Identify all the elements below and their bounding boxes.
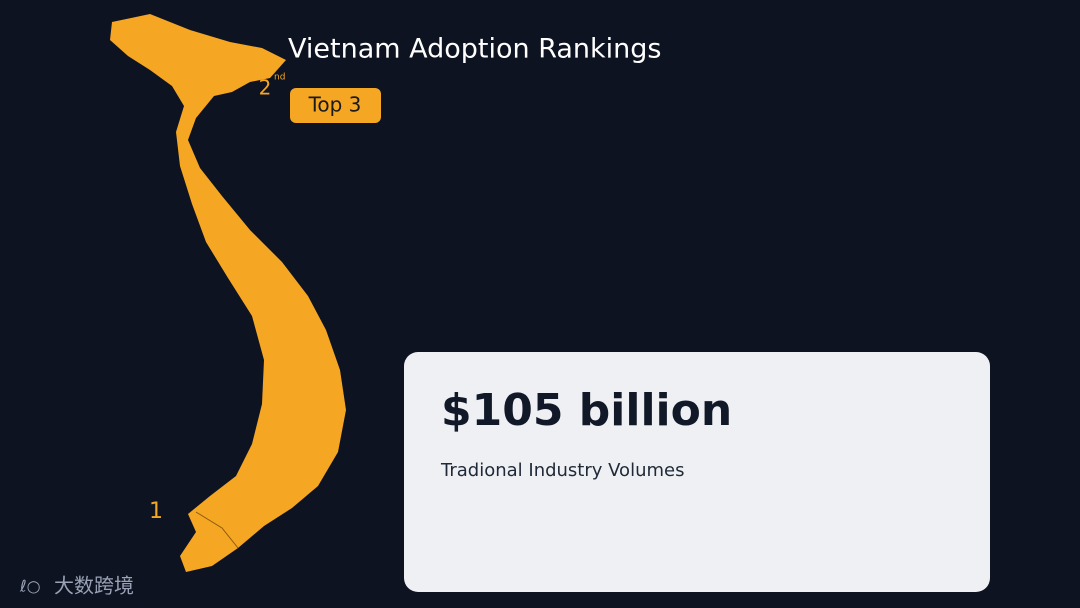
rank-suffix: nd	[274, 73, 285, 83]
card-headline: $105 billion	[441, 385, 732, 436]
rank-second: 2	[259, 76, 272, 100]
vietnam-map	[110, 14, 346, 572]
card-subtitle: Tradional Industry Volumes	[440, 460, 684, 481]
map-detail	[195, 511, 239, 549]
card	[404, 352, 990, 592]
watermark: 大数跨境	[54, 574, 134, 598]
title: Vietnam Adoption Rankings	[288, 34, 662, 65]
rank-first: 1	[149, 499, 163, 524]
badge-box	[290, 88, 381, 123]
watermark-logo: ℓ○	[19, 577, 41, 596]
badge: Top 3	[308, 93, 362, 117]
